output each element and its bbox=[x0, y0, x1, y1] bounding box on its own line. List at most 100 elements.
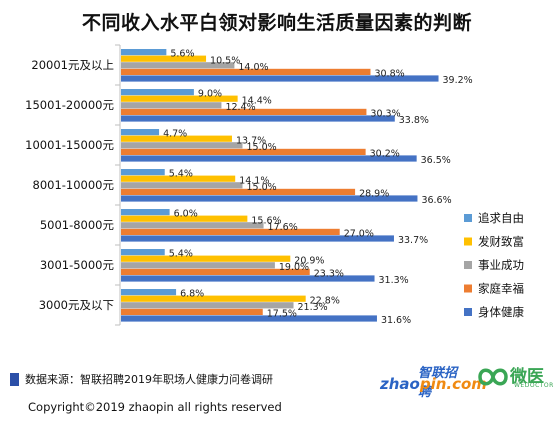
bar-3-3 bbox=[121, 188, 356, 195]
bar-2-5 bbox=[121, 262, 275, 269]
data-label: 19.0% bbox=[279, 262, 309, 273]
bar-1-3 bbox=[121, 175, 236, 182]
legend-swatch bbox=[464, 261, 472, 269]
data-label: 15.0% bbox=[247, 182, 277, 193]
legend-swatch bbox=[464, 284, 472, 293]
bar-0-6 bbox=[121, 289, 177, 296]
bar-1-2 bbox=[121, 135, 232, 142]
bar-0-2 bbox=[121, 129, 160, 136]
wedoctor-logo-cn: 微医 bbox=[510, 367, 544, 387]
data-label: 14.1% bbox=[239, 175, 269, 186]
data-label: 36.5% bbox=[421, 155, 451, 166]
bar-4-6 bbox=[121, 315, 377, 322]
bar-2-6 bbox=[121, 302, 294, 309]
data-source: 数据来源：智联招聘2019年职场人健康力问卷调研 bbox=[10, 371, 273, 387]
category-label: 20001元及以上 bbox=[31, 58, 114, 72]
category-label: 15001-20000元 bbox=[25, 98, 114, 112]
legend-swatch bbox=[464, 237, 472, 246]
data-label: 14.4% bbox=[242, 95, 272, 106]
bar-4-3 bbox=[121, 195, 418, 202]
bar-0-4 bbox=[121, 209, 170, 216]
data-label: 20.9% bbox=[294, 255, 324, 266]
bar-2-1 bbox=[121, 102, 222, 109]
data-label: 10.5% bbox=[210, 55, 240, 66]
legend-label: 追求自由 bbox=[478, 211, 524, 225]
bar-2-0 bbox=[121, 62, 235, 69]
copyright: Copyright©2019 zhaopin all rights reserv… bbox=[28, 400, 282, 414]
data-label: 15.0% bbox=[247, 142, 277, 153]
wedoctor-logo-icon bbox=[478, 368, 508, 386]
bar-1-1 bbox=[121, 95, 238, 102]
chart-title: 不同收入水平白领对影响生活质量因素的判断 bbox=[81, 12, 472, 34]
bar-4-1 bbox=[121, 115, 395, 122]
category-label: 3000元及以下 bbox=[39, 298, 114, 312]
category-label: 8001-10000元 bbox=[33, 178, 115, 192]
legend-label: 身体健康 bbox=[478, 305, 524, 319]
bar-2-3 bbox=[121, 182, 243, 189]
data-label: 5.4% bbox=[169, 249, 193, 260]
category-label: 5001-8000元 bbox=[40, 218, 115, 232]
bar-1-4 bbox=[121, 215, 248, 222]
legend-label: 家庭幸福 bbox=[478, 282, 524, 296]
zhaopin-logo-en-suffix: pin.com bbox=[419, 375, 487, 393]
data-label: 39.2% bbox=[443, 75, 473, 86]
data-label: 15.6% bbox=[251, 215, 281, 226]
data-label: 13.7% bbox=[236, 135, 266, 146]
bar-4-2 bbox=[121, 155, 417, 162]
data-label: 6.8% bbox=[180, 289, 204, 300]
data-label: 33.8% bbox=[399, 115, 429, 126]
category-label: 3001-5000元 bbox=[40, 258, 115, 272]
bar-3-5 bbox=[121, 268, 310, 275]
data-label: 36.6% bbox=[421, 195, 451, 206]
data-label: 30.2% bbox=[370, 149, 400, 160]
data-label: 17.5% bbox=[267, 309, 297, 320]
data-label: 4.7% bbox=[163, 129, 187, 140]
data-label: 31.3% bbox=[379, 275, 409, 286]
bar-4-4 bbox=[121, 235, 394, 242]
data-label: 5.4% bbox=[169, 169, 193, 180]
legend-label: 事业成功 bbox=[478, 258, 524, 272]
bar-3-2 bbox=[121, 148, 366, 155]
legend-swatch bbox=[464, 214, 472, 222]
legend-swatch bbox=[464, 308, 472, 316]
zhaopin-logo-en: zhaopin.com bbox=[380, 375, 487, 393]
bar-3-6 bbox=[121, 308, 263, 315]
data-label: 9.0% bbox=[198, 89, 222, 100]
zhaopin-logo: 智联招聘 zhaopin.com bbox=[380, 362, 487, 400]
data-label: 31.6% bbox=[381, 315, 411, 326]
zhaopin-logo-cn: 智联招聘 bbox=[418, 366, 458, 400]
data-label: 30.3% bbox=[370, 109, 400, 120]
bar-1-6 bbox=[121, 295, 306, 302]
bar-0-1 bbox=[121, 89, 194, 96]
category-label: 10001-15000元 bbox=[25, 138, 114, 152]
bar-3-0 bbox=[121, 68, 371, 75]
data-label: 33.7% bbox=[398, 235, 428, 246]
bar-1-5 bbox=[121, 255, 291, 262]
zhaopin-logo-en-prefix: zhao bbox=[380, 375, 420, 393]
wedoctor-logo: 微医 WEDOCTOR bbox=[476, 360, 554, 394]
source-text: 数据来源：智联招聘2019年职场人健康力问卷调研 bbox=[25, 373, 273, 386]
data-label: 6.0% bbox=[174, 209, 198, 220]
data-label: 22.8% bbox=[310, 295, 340, 306]
data-label: 5.6% bbox=[170, 49, 194, 60]
source-marker-icon bbox=[10, 372, 19, 386]
bar-4-5 bbox=[121, 275, 375, 282]
data-label: 12.4% bbox=[225, 102, 255, 113]
bar-0-5 bbox=[121, 249, 165, 256]
legend-label: 发财致富 bbox=[478, 235, 524, 249]
wedoctor-logo-en: WEDOCTOR bbox=[514, 382, 554, 389]
bar-1-0 bbox=[121, 55, 207, 62]
bar-0-3 bbox=[121, 169, 165, 176]
bar-2-2 bbox=[121, 142, 243, 149]
data-label: 14.0% bbox=[238, 62, 268, 73]
bar-3-1 bbox=[121, 108, 367, 115]
data-label: 21.3% bbox=[298, 302, 328, 313]
bar-4-0 bbox=[121, 75, 439, 82]
data-label: 30.8% bbox=[374, 69, 404, 80]
bar-0-0 bbox=[121, 49, 167, 56]
bar-2-4 bbox=[121, 222, 264, 229]
data-label: 28.9% bbox=[359, 189, 389, 200]
data-label: 27.0% bbox=[344, 229, 374, 240]
bar-3-4 bbox=[121, 228, 340, 235]
